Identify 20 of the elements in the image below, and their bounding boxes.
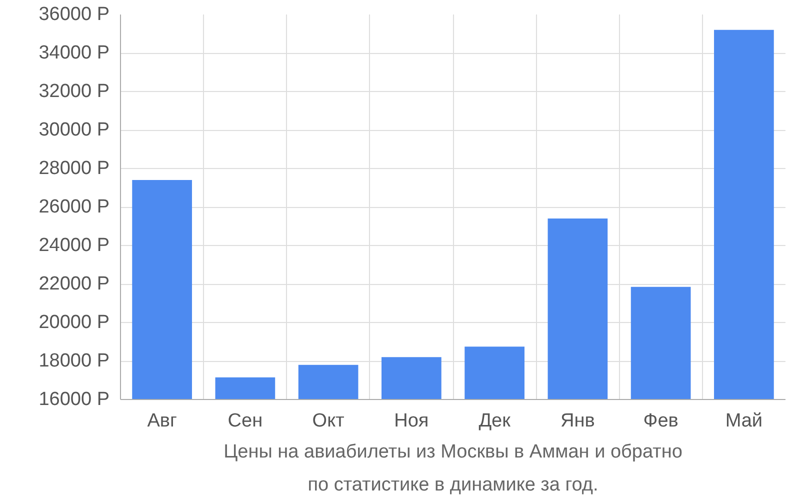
x-tick-label: Окт: [312, 410, 345, 432]
y-tick-label: 32000 Р: [38, 81, 110, 102]
y-tick-label: 16000 Р: [38, 389, 110, 410]
x-tick-label: Фев: [643, 410, 678, 432]
x-tick-label: Авг: [147, 410, 177, 432]
y-tick-label: 20000 Р: [38, 312, 110, 333]
y-tick-label: 18000 Р: [38, 350, 110, 372]
y-tick-label: 24000 Р: [38, 235, 110, 256]
text: Цены на авиабилеты из Москвы в Амман и обратно по статистике в динамике за год.: [224, 442, 682, 496]
x-tick-label: Дек: [478, 410, 512, 432]
y-tick-label: 30000 Р: [38, 120, 110, 140]
x-tick-label: Ноя: [394, 410, 429, 432]
y-tick-label: 26000 Р: [38, 196, 110, 218]
x-tick-label: Май: [725, 410, 763, 432]
x-tick-label: Сен: [228, 410, 263, 432]
y-tick-label: 22000 Р: [38, 274, 110, 294]
x-tick-label: Янв: [560, 410, 595, 432]
y-tick-label: 36000 Р: [38, 4, 110, 25]
y-tick-label: 34000 Р: [38, 42, 110, 64]
y-tick-label: 28000 Р: [38, 158, 110, 179]
